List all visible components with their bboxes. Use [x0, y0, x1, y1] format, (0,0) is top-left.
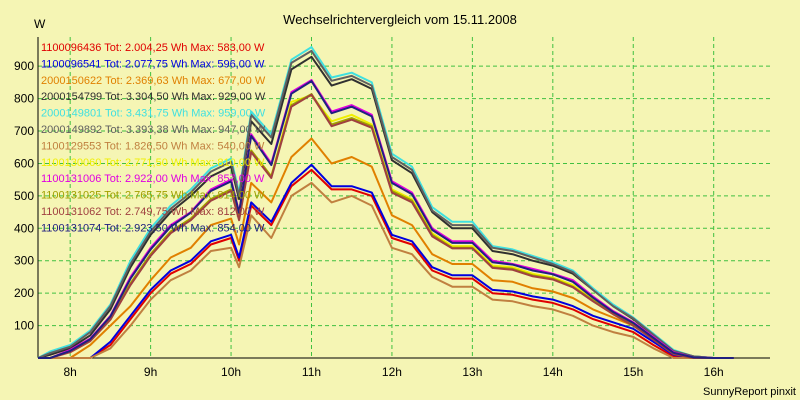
- series-line-1100131062: [38, 93, 734, 359]
- x-tick-label: 8h: [63, 365, 76, 379]
- series-line-1100129553: [38, 181, 734, 359]
- legend-entry: 1100129553 Tot: 1.826,50 Wh Max: 540,00 …: [41, 140, 265, 152]
- x-tick-label: 14h: [543, 365, 563, 379]
- x-tick-label: 9h: [144, 365, 157, 379]
- legend-entry: 1100096541 Tot: 2.077,75 Wh Max: 596,00 …: [41, 58, 265, 70]
- axes: 100 200 300 400 500 600 700 800 900 8h 9h 10h 11h 12h…: [14, 37, 770, 379]
- x-tick-label: 11h: [302, 365, 321, 379]
- y-axis-label: W: [34, 17, 46, 31]
- legend-entry: 1100130060 Tot: 2.771,50 Wh Max: 810,00 …: [41, 157, 265, 169]
- x-tick-label: 15h: [623, 365, 643, 379]
- chart-title: Wechselrichtervergleich vom 15.11.2008: [283, 12, 517, 27]
- series-line-1100096541: [38, 163, 734, 359]
- y-tick-label: 700: [14, 124, 34, 138]
- x-tick-label: 12h: [382, 365, 402, 379]
- series-line-1100096436: [38, 168, 734, 359]
- x-tick-label: 10h: [221, 365, 241, 379]
- x-tick-label: 16h: [704, 365, 724, 379]
- legend-entry: 2000150622 Tot: 2.369,63 Wh Max: 677,00 …: [41, 75, 266, 87]
- legend-entry: 1100131025 Tot: 2.765,75 Wh Max: 814,00 …: [41, 190, 265, 202]
- series-line-2000149892: [37, 49, 734, 359]
- y-tick-label: 500: [14, 189, 34, 203]
- legend: 1100096436 Tot: 2.004,25 Wh Max: 583,00 …: [41, 42, 266, 234]
- y-tick-label: 600: [14, 156, 34, 170]
- legend-entry: 2000149801 Tot: 3.431,75 Wh Max: 959,00 …: [41, 108, 266, 120]
- footer-credit: SunnyReport pinxit: [703, 386, 796, 398]
- y-tick-label: 800: [14, 92, 34, 106]
- y-tick-label: 100: [14, 319, 34, 333]
- x-tick-label: 13h: [462, 365, 482, 379]
- series-line-2000149801: [37, 46, 734, 359]
- series-line-2000150622: [38, 137, 734, 359]
- y-tick-label: 900: [14, 59, 34, 73]
- y-tick-label: 200: [14, 286, 34, 300]
- legend-entry: 1100131006 Tot: 2.922,00 Wh Max: 857,00 …: [41, 173, 265, 185]
- series-line-1100131074: [38, 80, 734, 359]
- y-tick-label: 300: [14, 254, 34, 268]
- legend-entry: 1100096436 Tot: 2.004,25 Wh Max: 583,00 …: [41, 42, 265, 54]
- legend-entry: 2000154799 Tot: 3.304,50 Wh Max: 929,00 …: [41, 91, 266, 103]
- legend-entry: 2000149892 Tot: 3.393,38 Wh Max: 947,00 …: [41, 124, 266, 136]
- y-tick-label: 400: [14, 221, 34, 235]
- series-lines: [37, 46, 734, 359]
- legend-entry: 1100131074 Tot: 2.923,50 Wh Max: 854,00 …: [41, 222, 265, 234]
- legend-entry: 1100131062 Tot: 2.749,75 Wh Max: 812,00 …: [41, 206, 265, 218]
